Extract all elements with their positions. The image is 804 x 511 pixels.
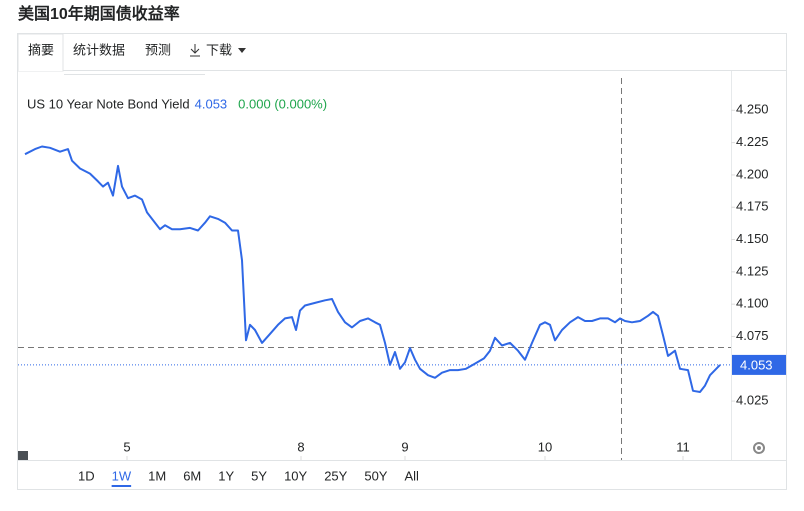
corner-marker [18, 451, 28, 460]
last-value-label: 4.053 [740, 357, 773, 372]
x-tick-label: 9 [401, 439, 408, 454]
dropdown-caret [238, 48, 246, 53]
x-tick-label: 11 [676, 439, 690, 454]
x-tick-label: 5 [123, 439, 130, 454]
gear [753, 442, 765, 454]
y-tick-label: 4.025 [736, 393, 769, 408]
y-tick-label: 4.175 [736, 199, 769, 214]
tab-active [17, 33, 64, 72]
legend-value: 4.053 [195, 96, 228, 111]
tab[interactable]: 统计数据 [73, 42, 125, 57]
range-button[interactable]: 1Y [218, 468, 234, 483]
x-tick-label: 8 [297, 439, 304, 454]
gear-hub [757, 446, 761, 450]
x-tick-label: 10 [538, 439, 552, 454]
range-button[interactable]: 25Y [324, 468, 347, 483]
y-tick-label: 4.250 [736, 102, 769, 117]
download-icon [190, 44, 200, 57]
y-tick-label: 4.200 [736, 166, 769, 181]
legend-name: US 10 Year Note Bond Yield [27, 96, 190, 111]
y-tick-label: 4.100 [736, 296, 769, 311]
y-tick-label: 4.075 [736, 328, 769, 343]
y-tick-label: 4.125 [736, 263, 769, 278]
range-button[interactable]: All [404, 468, 419, 483]
legend-change: 0.000 (0.000%) [238, 96, 327, 111]
range-button[interactable]: 1W [112, 468, 132, 483]
range-button[interactable]: 10Y [284, 468, 307, 483]
last-value-box [732, 354, 786, 375]
tab[interactable]: 预测 [145, 42, 171, 57]
range-button[interactable]: 5Y [251, 468, 267, 483]
range-button[interactable]: 1M [148, 468, 166, 483]
range-button[interactable]: 6M [183, 468, 201, 483]
y-tick-label: 4.150 [736, 231, 769, 246]
y-tick-label: 4.225 [736, 134, 769, 149]
panel-border [17, 33, 787, 490]
tab[interactable]: 下载 [206, 42, 232, 57]
range-button[interactable]: 50Y [364, 468, 387, 483]
series-line [24, 145, 721, 393]
tab[interactable]: 摘要 [28, 42, 54, 57]
range-button[interactable]: 1D [78, 468, 95, 483]
settings-icon[interactable] [753, 442, 765, 454]
page-title: 美国10年期国债收益率 [18, 4, 180, 23]
